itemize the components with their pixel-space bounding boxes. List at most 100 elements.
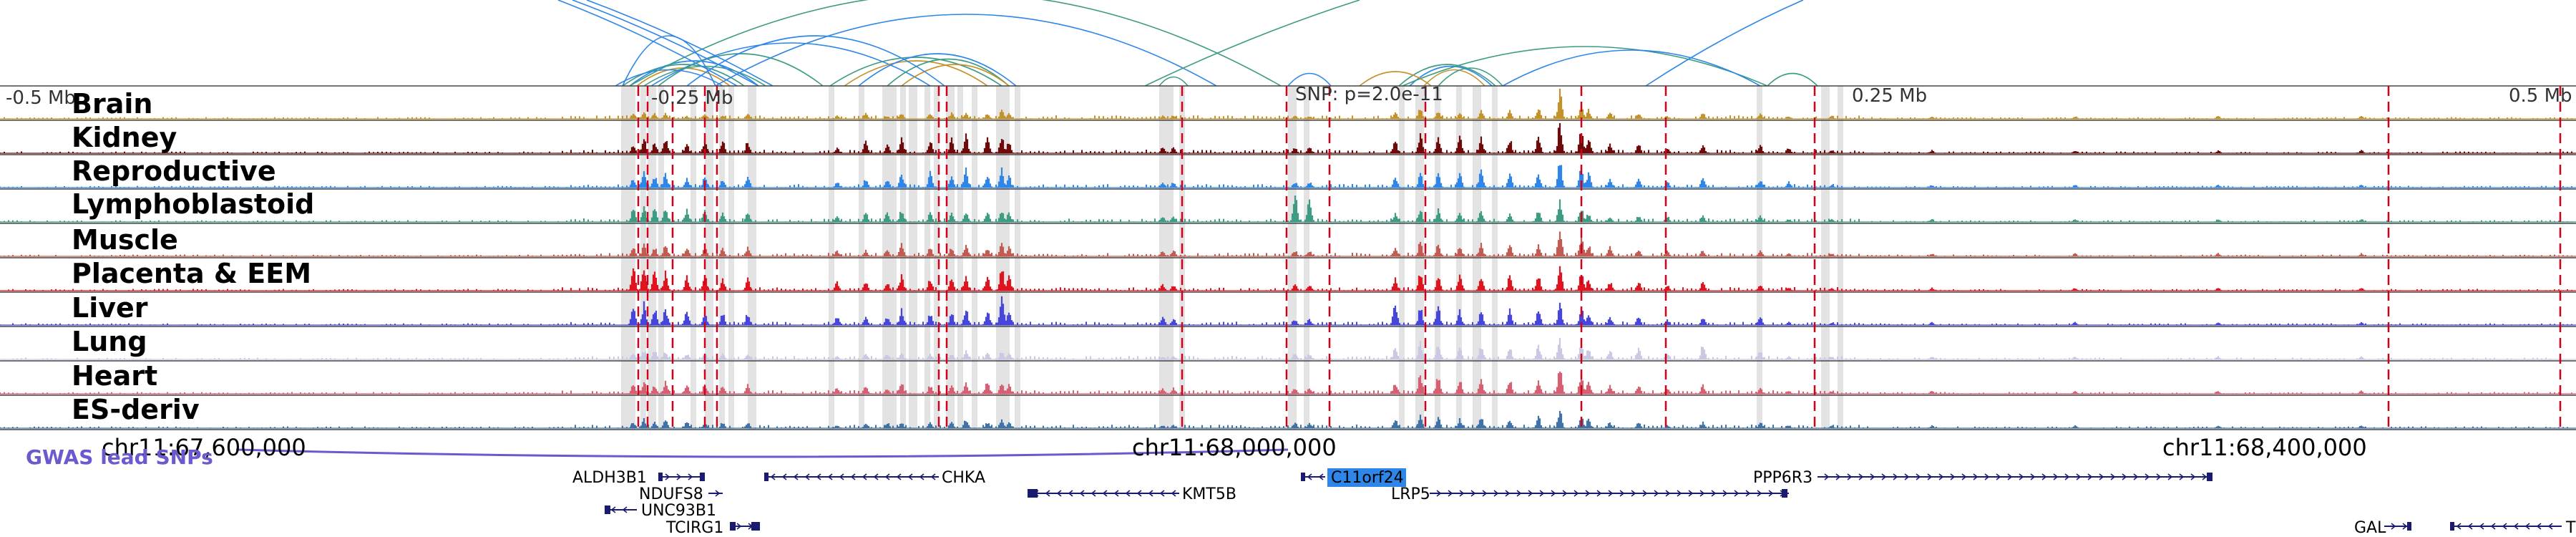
track-noise: [0, 425, 2572, 428]
track-peaks: [628, 231, 2367, 256]
gene-strand-ppp6r3: [1824, 473, 2207, 480]
interaction-arc: [615, 69, 723, 87]
gene-exon-c11orf24: [1301, 473, 1305, 481]
track-label-reproductive: Reproductive: [72, 155, 276, 187]
interaction-arc: [557, 0, 738, 87]
gene-exon-kmt5b: [1028, 489, 1038, 498]
gene-exon-gal: [2407, 522, 2411, 531]
gwas-lead-snps-label: GWAS lead SNPs: [26, 445, 213, 469]
gene-strand-ndufs8: [715, 490, 721, 497]
gene-label-chka: CHKA: [942, 469, 985, 487]
interaction-arc: [1502, 49, 1761, 87]
interaction-arc: [1645, 0, 1804, 87]
coordinate-axis: chr11:67,600,000 chr11:68,000,000 chr11:…: [26, 434, 2367, 469]
gene-label-gal: GAL: [2354, 519, 2386, 537]
track-noise: [0, 390, 2572, 394]
track-noise: [0, 218, 2572, 222]
gene-label-unc93b1: UNC93B1: [641, 502, 716, 520]
track-label-liver: Liver: [72, 292, 148, 324]
gene-exon-t: [2450, 522, 2454, 531]
interaction-arc: [887, 58, 1010, 87]
interaction-arc: [1767, 72, 1818, 87]
interaction-arc: [1359, 71, 1432, 87]
track-labels: Brain Kidney Reproductive Lymphoblastoid…: [72, 88, 314, 425]
coordinate-span-line: [235, 448, 1289, 458]
coord-label-68000000: chr11:68,000,000: [1132, 434, 1337, 461]
snp-markers: [637, 86, 2562, 430]
interaction-arc: [622, 35, 716, 87]
interaction-arc: [1398, 64, 1496, 87]
gene-track: [605, 473, 2562, 531]
interaction-arc: [858, 53, 1017, 87]
track-label-muscle: Muscle: [72, 224, 178, 256]
track-label-placenta: Placenta & EEM: [72, 258, 311, 289]
track-noise: [0, 356, 2572, 359]
coord-label-68400000: chr11:68,400,000: [2162, 434, 2367, 461]
gene-strand-aldh3b1: [665, 473, 705, 480]
gene-strand-chka: [770, 473, 936, 480]
gene-label-ndufs8: NDUFS8: [639, 485, 703, 503]
track-peaks: [628, 410, 2367, 428]
gene-exon-aldh3b1: [700, 473, 705, 481]
interaction-arc: [844, 60, 988, 87]
scale-label-minus-0-25mb: -0.25 Mb: [651, 87, 733, 109]
gene-exon-unc93b1: [605, 505, 610, 514]
track-noise: [0, 184, 2572, 188]
interaction-arc: [572, 0, 759, 87]
track-label-kidney: Kidney: [72, 122, 177, 153]
scale-label-plus-0-25mb: 0.25 Mb: [1852, 85, 1927, 107]
interaction-arcs: [557, 0, 1818, 87]
gene-strand-lrp5: [1436, 490, 1785, 497]
gene-exon-tcirg1: [730, 522, 736, 531]
gene-strand-t: [2456, 523, 2553, 530]
gene-highlight-c11orf24: [1327, 468, 1406, 487]
gene-label-kmt5b: KMT5B: [1182, 485, 1236, 503]
track-peaks: [628, 266, 2367, 291]
track-noise: [0, 253, 2572, 256]
interaction-arc: [1423, 69, 1485, 87]
track-label-heart: Heart: [72, 360, 157, 392]
coord-label-67600000: chr11:67,600,000: [102, 434, 306, 461]
interaction-arc: [586, 0, 774, 87]
gene-label-ppp6r3: PPP6R3: [1753, 469, 1813, 487]
gene-exon-ppp6r3: [2207, 473, 2212, 481]
gene-exon-aldh3b1: [658, 473, 663, 481]
gene-strand-gal: [2391, 523, 2408, 530]
track-noise: [4, 115, 2572, 119]
interaction-arc: [658, 53, 824, 87]
interaction-arc: [901, 64, 1010, 87]
scale-label-minus-0-5mb: -0.5 Mb: [6, 87, 76, 109]
gene-label-aldh3b1: ALDH3B1: [572, 469, 647, 487]
interaction-arc: [629, 0, 1282, 87]
interaction-arc: [1402, 46, 1768, 87]
interaction-arc: [829, 57, 1002, 87]
track-noise: [0, 321, 2572, 325]
track-label-es-deriv: ES-deriv: [72, 394, 200, 425]
interaction-arc: [622, 64, 745, 87]
track-noise: [0, 287, 2572, 291]
interaction-arc: [629, 60, 759, 87]
gene-labels: ALDH3B1 NDUFS8 UNC93B1 TCIRG1 CHKA KMT5B…: [572, 468, 2576, 537]
scale-label-plus-0-5mb: 0.5 Mb: [2509, 85, 2572, 107]
gene-exon-chka: [764, 473, 769, 481]
gene-label-tcirg1: TCIRG1: [665, 519, 723, 537]
gene-label-c11orf24: C11orf24: [1331, 469, 1404, 487]
track-label-lung: Lung: [72, 326, 147, 357]
interaction-arc: [1438, 67, 1503, 87]
gene-label-lrp5: LRP5: [1391, 485, 1430, 503]
track-noise: [0, 150, 2572, 153]
interaction-arc: [1158, 76, 1189, 87]
interaction-arc: [715, 14, 1217, 87]
gene-exon-tcirg1: [751, 522, 760, 531]
interaction-arc: [1287, 72, 1332, 87]
interaction-arc: [686, 35, 945, 87]
gene-strand-c11orf24: [1307, 473, 1324, 480]
gene-exon-lrp5: [1782, 489, 1787, 498]
signal-tracks: [0, 85, 2576, 430]
gene-strand-unc93b1: [610, 506, 628, 513]
snp-pvalue-label: SNP: p=2.0e-11: [1295, 84, 1443, 105]
gene-label-t: T: [2565, 519, 2576, 537]
interaction-arc: [1144, 0, 1360, 87]
track-label-lymphoblastoid: Lymphoblastoid: [72, 188, 314, 220]
